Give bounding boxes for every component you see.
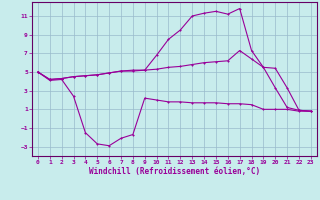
X-axis label: Windchill (Refroidissement éolien,°C): Windchill (Refroidissement éolien,°C) <box>89 167 260 176</box>
